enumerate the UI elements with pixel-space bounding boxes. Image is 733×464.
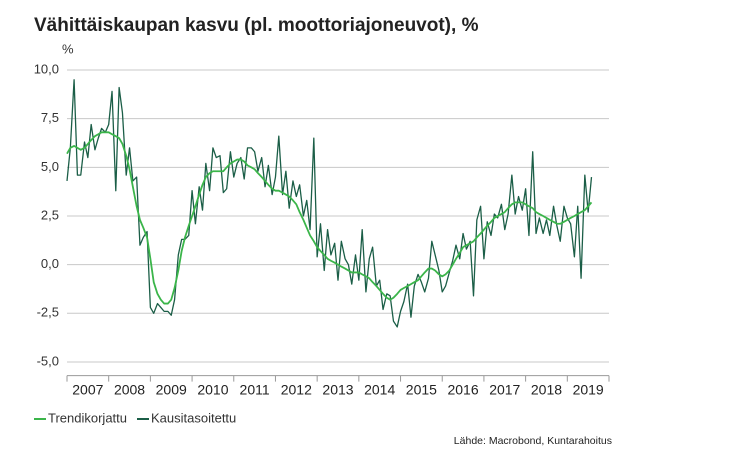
- x-tick-label: 2008: [114, 381, 145, 397]
- x-tick-label: 2015: [406, 381, 437, 397]
- x-tick-label: 2017: [489, 381, 520, 397]
- x-tick-label: 2007: [72, 381, 103, 397]
- series-line: [66, 131, 593, 305]
- y-tick-label: 5,0: [41, 159, 59, 174]
- x-tick-label: 2010: [197, 381, 228, 397]
- legend-label: Trendikorjattu: [48, 410, 127, 425]
- y-tick-label: -2,5: [37, 305, 59, 320]
- x-tick-label: 2012: [281, 381, 312, 397]
- x-tick-label: 2013: [322, 381, 353, 397]
- chart-title: Vähittäiskaupan kasvu (pl. moottoriajone…: [34, 15, 479, 36]
- y-tick-label: 10,0: [34, 61, 59, 76]
- y-tick-label: 7,5: [41, 110, 59, 125]
- series-line: [66, 79, 593, 328]
- x-tick-label: 2016: [447, 381, 478, 397]
- y-tick-label: -5,0: [37, 353, 59, 368]
- x-tick-label: 2018: [531, 381, 562, 397]
- x-tick-label: 2014: [364, 381, 395, 397]
- source: Lähde: Macrobond, Kuntarahoitus: [454, 435, 612, 447]
- y-tick-label: 0,0: [41, 256, 59, 271]
- legend-label: Kausitasoitettu: [151, 410, 236, 425]
- x-tick-label: 2009: [156, 381, 187, 397]
- y-unit: %: [62, 41, 74, 56]
- x-tick-label: 2011: [240, 381, 270, 397]
- y-tick-label: 2,5: [41, 207, 59, 222]
- x-tick-label: 2019: [573, 381, 604, 397]
